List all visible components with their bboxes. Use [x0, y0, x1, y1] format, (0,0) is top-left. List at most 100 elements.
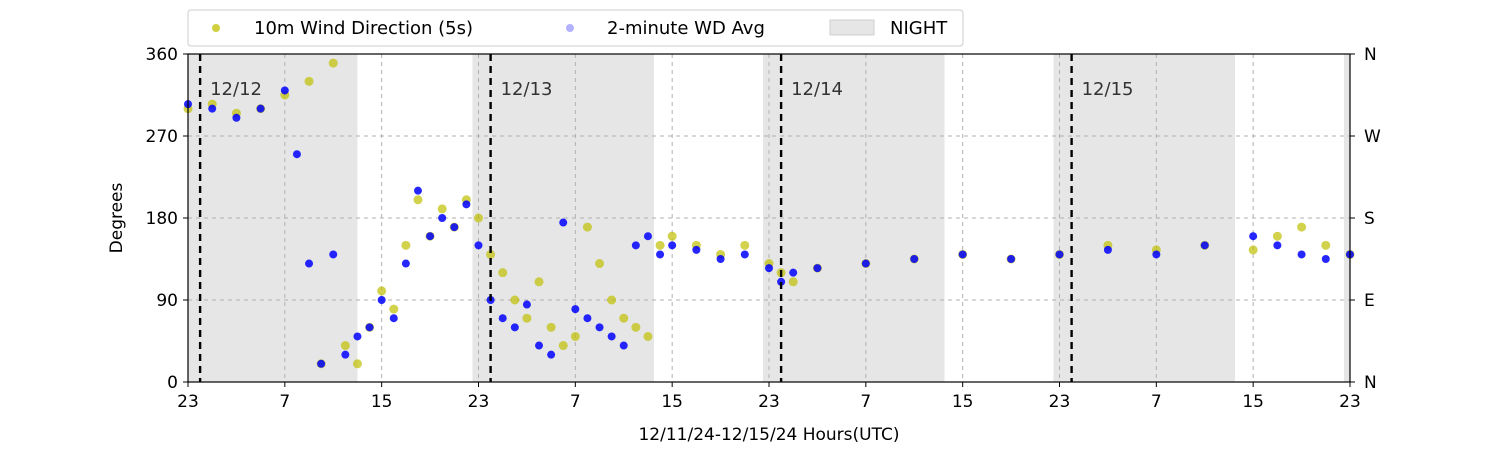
x-tick-label: 15: [1242, 392, 1264, 412]
wd-avg-point: [341, 350, 350, 359]
wd-avg-point: [389, 314, 398, 323]
wd-avg-point: [583, 314, 592, 323]
day-marker-label: 12/15: [1082, 79, 1134, 100]
x-tick-label: 23: [468, 392, 490, 412]
wind-direction-5s-point: [1248, 245, 1258, 255]
wd-avg-point: [789, 268, 798, 277]
legend-marker-2min-avg: [566, 24, 574, 32]
wd-avg-point: [1200, 241, 1209, 250]
x-tick-label: 7: [570, 392, 581, 412]
legend-frame: [187, 9, 964, 47]
wd-avg-point: [498, 314, 507, 323]
day-marker-label: 12/12: [210, 79, 262, 100]
wd-avg-point: [1055, 250, 1064, 259]
wd-avg-point: [1273, 241, 1282, 250]
wd-avg-point: [765, 264, 773, 273]
wind-direction-5s-point: [486, 249, 496, 259]
legend-label-night: NIGHT: [890, 18, 948, 39]
wind-direction-5s-point: [389, 304, 399, 314]
day-marker-layer: 12/12 12/13 12/14 12/15: [198, 54, 1134, 382]
wind-direction-5s-point: [498, 268, 508, 278]
wd-avg-point: [353, 332, 362, 341]
wd-avg-point: [692, 245, 701, 254]
wd-avg-point: [450, 223, 459, 232]
y-tick-label: 180: [146, 209, 178, 229]
wind-direction-5s-point: [667, 231, 677, 241]
wind-direction-5s-point: [401, 240, 411, 250]
x-tick-label: 7: [279, 392, 290, 412]
wind-direction-5s-point: [510, 295, 520, 305]
wind-direction-5s-point: [740, 240, 750, 250]
x-tick-label: 7: [860, 392, 871, 412]
wind-direction-5s-point: [413, 195, 423, 205]
wd-avg-point: [958, 250, 967, 259]
y-axis-label: Degrees: [107, 182, 127, 253]
wd-avg-point: [292, 150, 301, 159]
wd-avg-point: [280, 86, 289, 95]
wind-direction-5s-point: [558, 341, 568, 351]
x-tick-label: 23: [1049, 392, 1071, 412]
wd-avg-point: [547, 350, 556, 359]
wind-direction-5s-point: [595, 259, 605, 269]
wind-direction-5s-point: [340, 341, 350, 351]
wd-avg-point: [438, 214, 447, 222]
wind-direction-5s-point: [655, 240, 665, 250]
day-marker-label: 12/14: [791, 79, 843, 100]
wind-direction-5s-point: [619, 313, 629, 323]
x-axis-label: 12/11/24-12/15/24 Hours(UTC): [638, 425, 899, 445]
legend-swatch-night: [829, 19, 875, 36]
legend: 10m Wind Direction (5s) 2-minute WD Avg …: [187, 9, 964, 47]
wd-avg-point: [607, 332, 616, 341]
day-marker-label: 12/13: [501, 79, 553, 100]
night-band: [1343, 54, 1350, 382]
x-tick-label: 15: [952, 392, 974, 412]
wd-avg-point: [559, 218, 568, 227]
wind-direction-5s-point: [1321, 240, 1331, 250]
night-band: [472, 54, 655, 382]
wd-avg-point: [208, 104, 217, 113]
wind-direction-5s-point: [534, 277, 544, 287]
wd-avg-point: [535, 341, 544, 350]
wd-avg-point: [631, 241, 640, 250]
wind-direction-5s-point: [304, 76, 314, 86]
wd-avg-point: [377, 296, 386, 304]
wd-avg-point: [1321, 255, 1330, 263]
wind-direction-5s-point: [643, 331, 653, 341]
wd-avg-point: [716, 255, 725, 263]
wd-avg-point: [1152, 250, 1161, 259]
wd-avg-point: [232, 113, 241, 122]
legend-label-2min-avg: 2-minute WD Avg: [607, 18, 765, 39]
wd-avg-point: [305, 259, 314, 268]
right-tick-label: W: [1364, 127, 1381, 147]
right-tick-label: N: [1364, 45, 1377, 65]
wd-avg-point: [777, 277, 786, 286]
wd-avg-point: [1297, 250, 1306, 259]
wd-avg-point: [813, 264, 822, 273]
wd-avg-point: [1249, 232, 1258, 241]
y-tick-label: 360: [146, 45, 178, 65]
wd-avg-point: [474, 241, 483, 250]
wind-direction-5s-point: [352, 359, 362, 369]
wind-direction-5s-point: [437, 204, 447, 214]
wd-avg-point: [740, 250, 749, 259]
night-band: [188, 54, 358, 382]
y-tick-label: 90: [156, 291, 178, 311]
right-tick-label: S: [1364, 209, 1375, 229]
wd-avg-point: [401, 259, 410, 268]
wd-avg-point: [462, 200, 471, 209]
legend-marker-wind-direction: [212, 24, 220, 32]
x-tick-label: 23: [177, 392, 199, 412]
wind-direction-5s-point: [1272, 231, 1282, 241]
wd-avg-point: [595, 323, 604, 332]
wd-avg-point: [317, 359, 326, 368]
wd-avg-point: [329, 250, 338, 259]
wd-avg-point: [426, 232, 435, 241]
wd-avg-point: [365, 323, 374, 332]
wd-avg-point: [643, 232, 652, 241]
x-tick-label: 15: [661, 392, 683, 412]
wind-direction-5s-point: [328, 58, 338, 68]
x-tick-label: 23: [1339, 392, 1361, 412]
